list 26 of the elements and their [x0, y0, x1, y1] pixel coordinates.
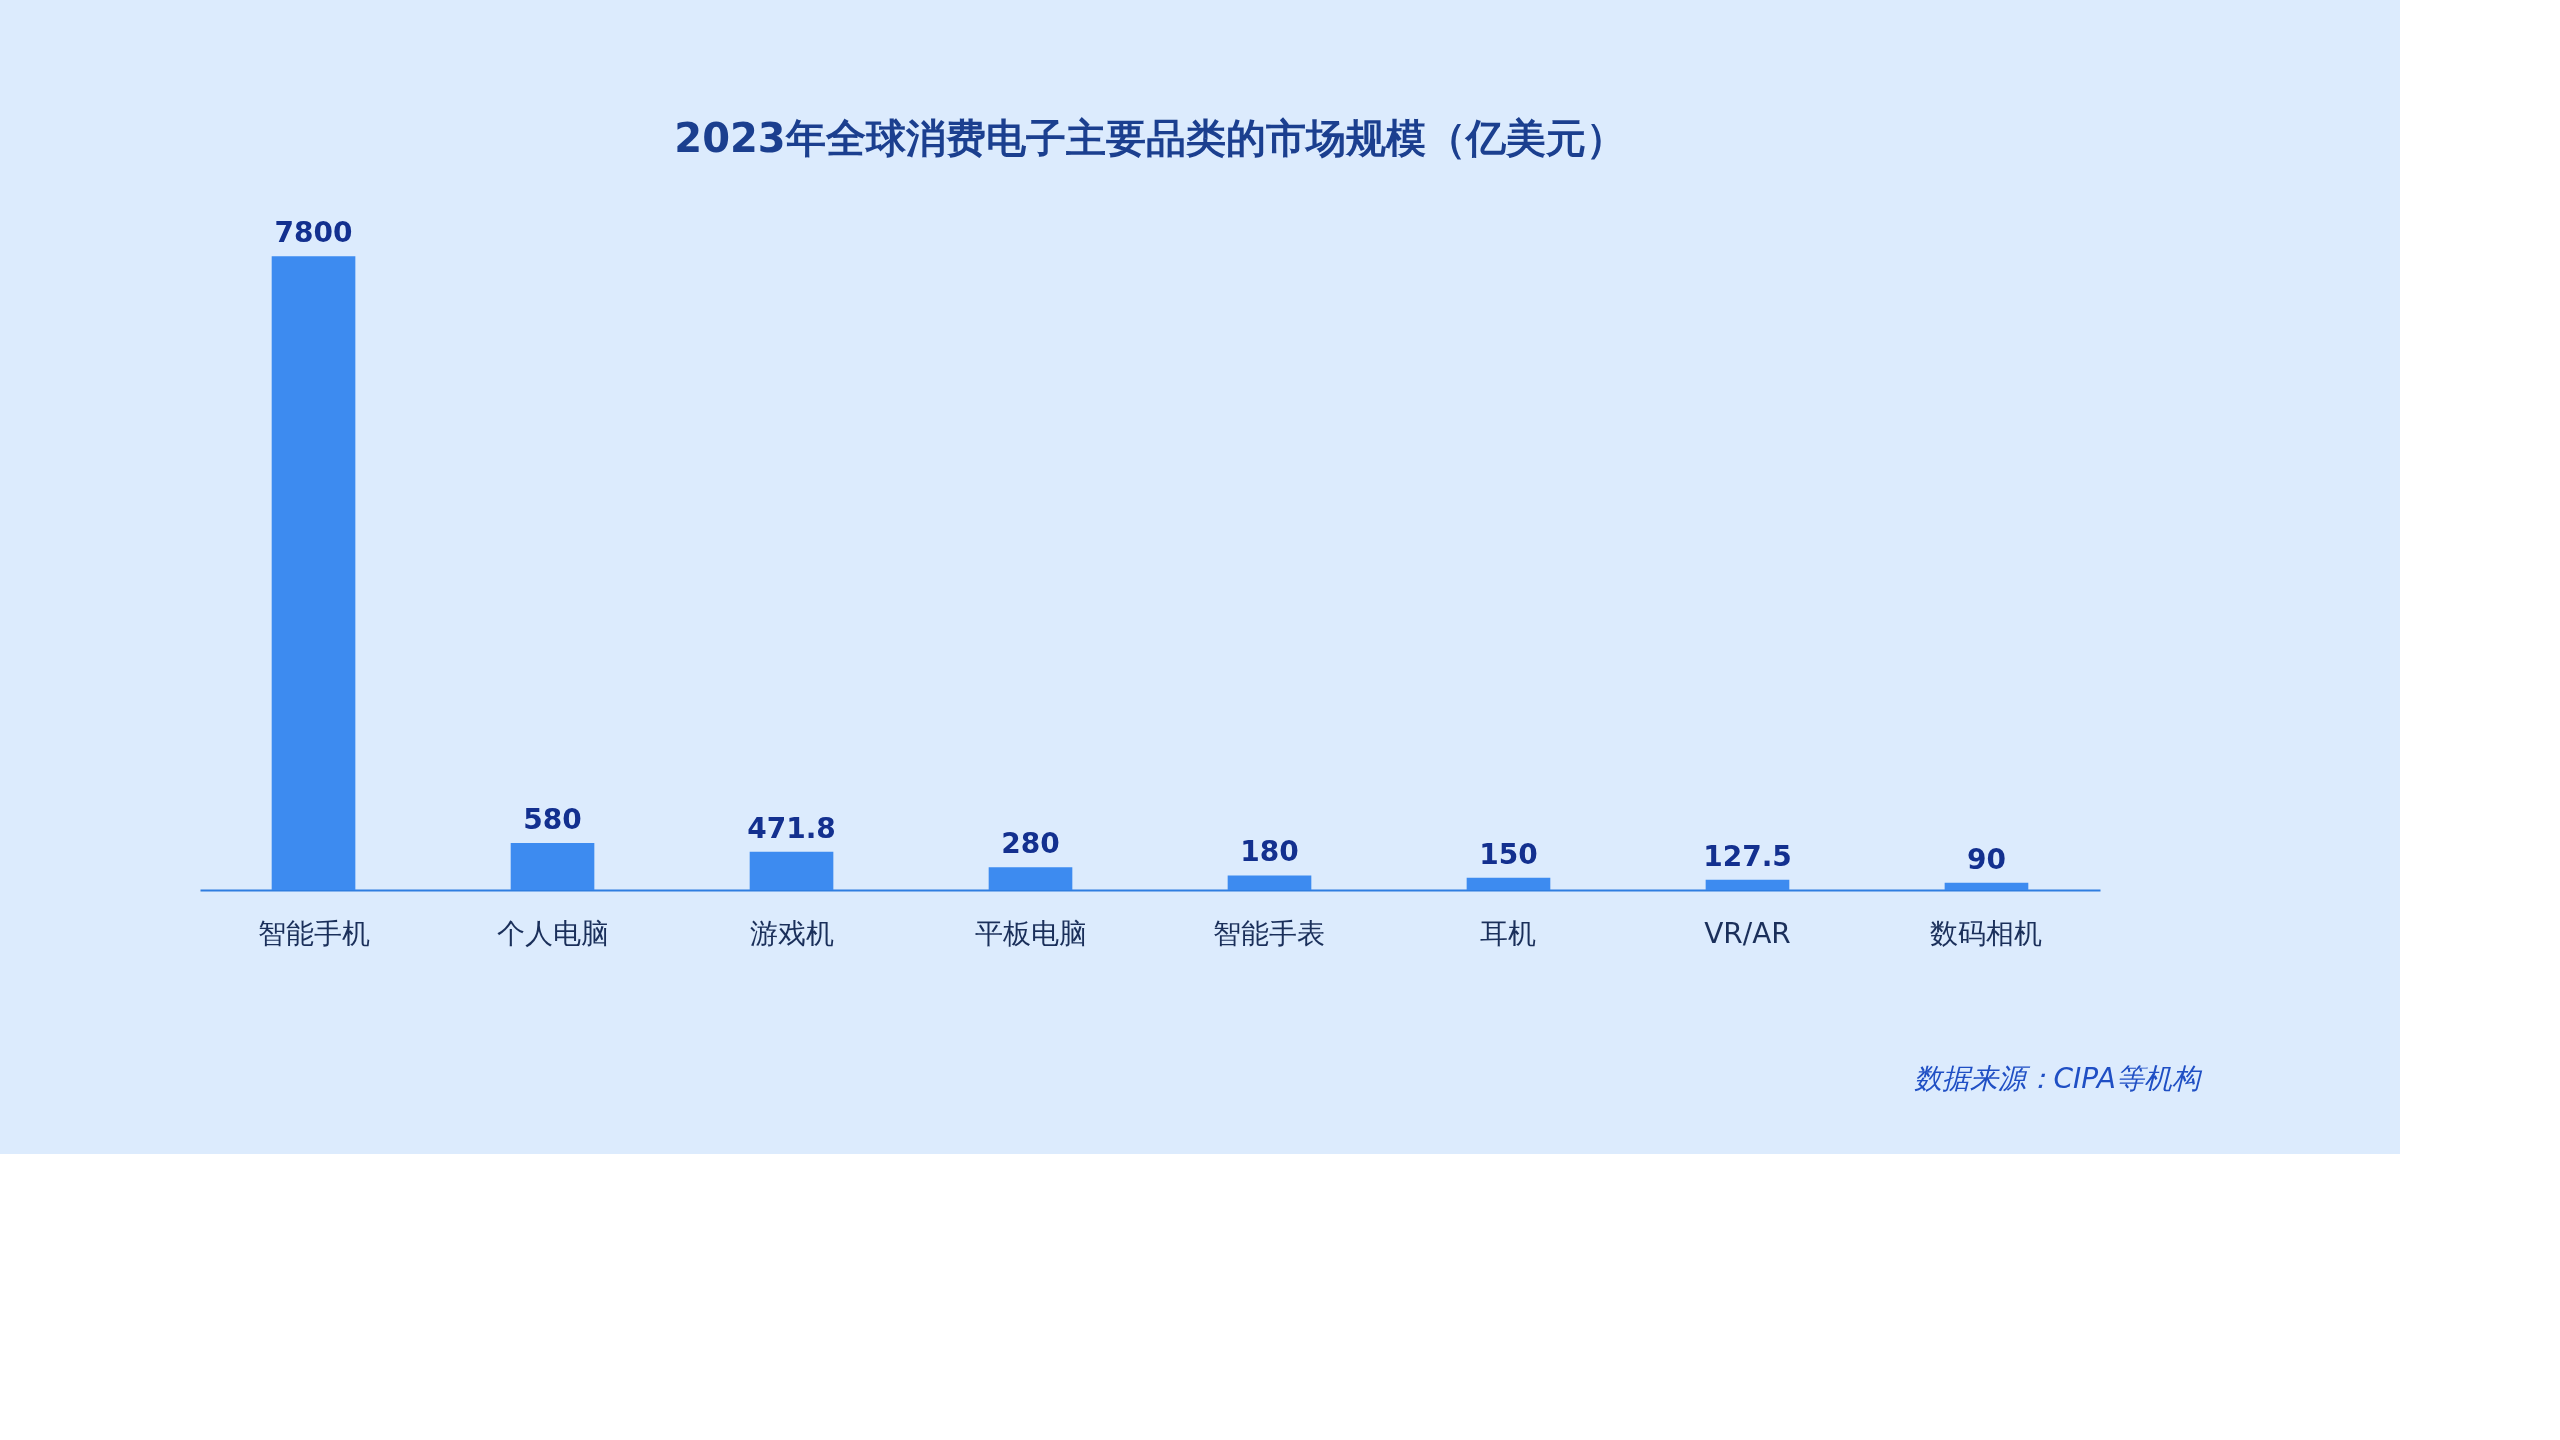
x-tick-label: VR/AR	[1704, 916, 1791, 950]
bar	[1227, 875, 1312, 890]
bar	[1705, 879, 1790, 890]
x-tick-label: 数码相机	[1930, 916, 2043, 950]
bar	[510, 842, 595, 890]
bar	[1466, 877, 1551, 890]
bar	[749, 851, 834, 890]
data-label: 7800	[274, 216, 353, 250]
chart-title: 2023年全球消费电子主要品类的市场规模（亿美元）	[674, 115, 1626, 162]
x-tick-label: 耳机	[1480, 916, 1537, 950]
data-label: 280	[1001, 827, 1060, 861]
bar	[1944, 882, 2029, 890]
data-label: 471.8	[747, 811, 836, 845]
x-tick-label: 游戏机	[749, 916, 834, 950]
data-label: 180	[1240, 835, 1299, 869]
source-note: 数据来源：CIPA等机构	[1913, 1062, 2203, 1095]
data-label: 90	[1966, 842, 2006, 876]
bar	[988, 867, 1073, 890]
x-tick-label: 个人电脑	[496, 916, 609, 950]
x-tick-label: 平板电脑	[974, 916, 1087, 950]
data-label: 580	[523, 802, 582, 836]
bar	[271, 256, 356, 890]
x-tick-label: 智能手表	[1213, 916, 1326, 950]
data-label: 150	[1479, 837, 1538, 871]
data-label: 127.5	[1703, 839, 1792, 873]
x-tick-label: 智能手机	[257, 916, 370, 950]
